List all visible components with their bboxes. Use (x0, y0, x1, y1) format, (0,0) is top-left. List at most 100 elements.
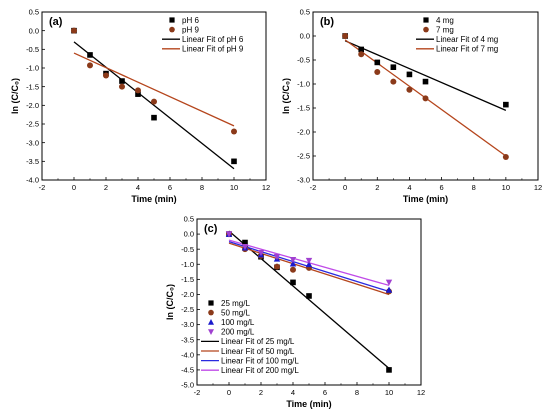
linear-fit-line (73, 41, 235, 170)
legend-label: pH 9 (182, 25, 199, 34)
panel-label: (a) (49, 16, 63, 28)
y-axis-title: ln (C/C₀) (165, 284, 175, 320)
data-point (358, 51, 365, 58)
legend-label: 4 mg (436, 16, 454, 25)
data-point (119, 83, 125, 90)
y-tick-label: -0.5 (297, 56, 310, 65)
data-point (422, 78, 429, 85)
x-tick-label: -2 (39, 183, 46, 192)
data-point (374, 59, 381, 66)
y-tick-label: -1.0 (181, 260, 194, 269)
x-tick-label: 8 (200, 183, 204, 192)
data-point (290, 266, 296, 273)
data-point (151, 98, 157, 105)
y-tick-label: -3.0 (297, 176, 310, 185)
legend-label: Linear Fit of 7 mg (436, 45, 498, 54)
y-tick-label: -5.0 (181, 381, 194, 390)
legend-marker (169, 26, 175, 33)
y-tick-label: -1.0 (297, 80, 310, 89)
x-tick-label: 8 (355, 388, 359, 397)
data-point (390, 78, 397, 85)
data-point (289, 256, 297, 264)
y-axis-title: ln (C/C₀) (10, 78, 20, 114)
x-axis-title: Time (min) (286, 399, 331, 409)
x-tick-label: 2 (259, 388, 263, 397)
y-tick-label: -3.0 (181, 320, 194, 329)
legend-label: 7 mg (436, 25, 454, 34)
x-tick-label: 10 (385, 388, 393, 397)
data-point (151, 114, 157, 121)
x-tick-label: 4 (291, 388, 295, 397)
x-tick-label: -2 (194, 388, 201, 397)
y-tick-label: -2.5 (297, 152, 310, 161)
legend-label: Linear Fit of 50 mg/L (221, 347, 295, 356)
y-tick-label: 0.0 (300, 32, 310, 41)
y-tick-label: -4.0 (181, 350, 194, 359)
x-tick-label: 12 (262, 183, 270, 192)
x-axis-title: Time (min) (403, 194, 448, 204)
y-tick-label: 0.5 (300, 8, 310, 17)
legend-label: 100 mg/L (221, 318, 255, 327)
linear-fit-line (344, 40, 507, 111)
y-tick-label: -2.0 (181, 290, 194, 299)
data-point (503, 101, 509, 108)
y-tick-label: -3.5 (26, 157, 39, 166)
legend-marker (423, 26, 429, 33)
y-tick-label: 0.5 (29, 8, 39, 17)
data-point (406, 86, 413, 93)
data-point (231, 158, 237, 165)
panel-label: (c) (204, 223, 218, 235)
y-tick-label: -2.0 (297, 128, 310, 137)
y-tick-label: -3.5 (181, 335, 194, 344)
x-tick-label: 12 (534, 183, 542, 192)
legend-marker (169, 17, 175, 23)
chart-panel-c: -2 0 2 4 6 8 10 12 0.5 0.0 -0.5 -1.0 -1.5 -2.0 -2.5 -3.… (165, 215, 425, 409)
data-point (71, 27, 77, 34)
y-tick-label: -0.5 (26, 45, 39, 54)
x-tick-label: 0 (72, 183, 76, 192)
legend-label: Linear Fit of pH 9 (182, 45, 244, 54)
data-point (290, 279, 296, 286)
legend-label: Linear Fit of 4 mg (436, 35, 498, 44)
x-tick-label: 12 (417, 388, 425, 397)
chart-panel-a: -2 0 2 4 6 8 10 12 0.5 0.0 -0.5 -1.0 -1.5 -2.0 -2.5 -3.… (10, 8, 270, 204)
data-point (342, 33, 349, 39)
x-tick-label: 6 (439, 183, 443, 192)
y-tick-label: -0.5 (181, 245, 194, 254)
legend-marker (208, 300, 214, 306)
y-axis-title: ln (C/C₀) (281, 78, 291, 114)
data-point (242, 239, 248, 246)
y-tick-label: -1.5 (297, 104, 310, 113)
x-tick-label: 0 (343, 183, 347, 192)
data-point (231, 128, 237, 135)
legend-label: pH 6 (182, 16, 199, 25)
x-tick-label: 2 (375, 183, 379, 192)
x-tick-label: -2 (310, 183, 317, 192)
linear-fit-line (73, 52, 235, 127)
data-point (257, 250, 265, 257)
legend-marker (208, 329, 214, 335)
data-point (87, 52, 93, 58)
y-tick-label: -2.5 (26, 120, 39, 129)
y-tick-label: 0.0 (29, 26, 39, 35)
y-tick-label: 0.0 (184, 230, 194, 239)
data-point (289, 260, 297, 267)
data-point (241, 243, 249, 251)
data-point (306, 293, 312, 299)
y-tick-label: -2.5 (181, 305, 194, 314)
data-point (103, 72, 109, 79)
data-point (135, 87, 141, 94)
y-tick-label: -2.0 (26, 101, 39, 110)
data-point (135, 91, 141, 97)
y-tick-label: -1.0 (26, 64, 39, 73)
data-point (502, 153, 509, 160)
x-tick-label: 8 (472, 183, 476, 192)
x-tick-label: 2 (104, 183, 108, 192)
legend-marker (423, 17, 429, 23)
chart-panel-b: -2 0 2 4 6 8 10 12 0.5 0.0 -0.5 -1.0 -1.5 -2.0 -2.5 -3.… (281, 8, 542, 204)
data-point (305, 257, 313, 265)
legend-label: 200 mg/L (221, 328, 255, 337)
data-point (422, 95, 429, 102)
legend-label: 50 mg/L (221, 308, 250, 317)
